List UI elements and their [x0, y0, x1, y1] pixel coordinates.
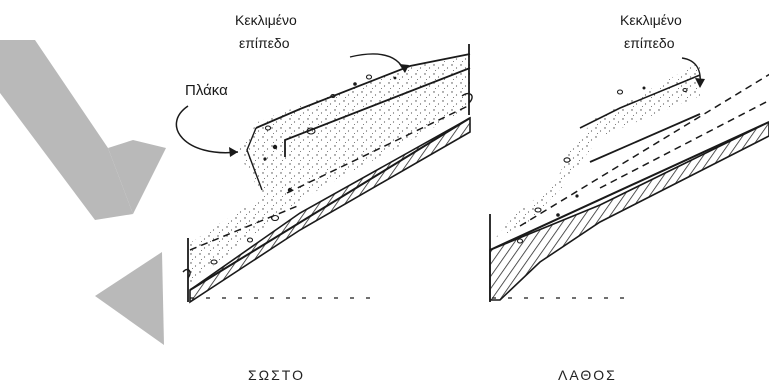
- inclined-plane-label-left-line1: Κεκλιμένο: [235, 12, 297, 28]
- correct-detail-drawing: [175, 44, 473, 304]
- slab-step-line-right: [589, 113, 701, 163]
- inclined-plane-label-right-line2: επίπεδο: [624, 35, 675, 51]
- caption-wrong: ΛΑΘΟΣ: [558, 367, 617, 383]
- slab-leader-arrow: [175, 105, 239, 154]
- inclined-plane-label-left-line2: επίπεδο: [239, 35, 290, 51]
- slab-top-edge-left: [255, 53, 471, 129]
- slab-step-line-left: [284, 67, 471, 157]
- soil-right: [489, 121, 769, 301]
- concrete-slab-left: [187, 56, 470, 285]
- caption-correct: ΣΩΣΤΟ: [248, 367, 305, 383]
- slab-label: Πλάκα: [185, 82, 228, 99]
- letter-y-watermark-icon: [0, 40, 168, 345]
- dashed-line-left-upper: [286, 104, 471, 194]
- dashed-line-right-upper: [519, 73, 769, 227]
- slab-toe-edge-left: [246, 127, 263, 191]
- inclined-leader-left: [349, 53, 406, 73]
- dashed-line-right-lower: [599, 99, 769, 189]
- slab-top-edge-right: [579, 74, 701, 129]
- concrete-slab-right: [492, 62, 700, 242]
- wrong-detail-drawing: [489, 57, 769, 302]
- dashed-line-left-lower: [189, 204, 301, 251]
- inclined-plane-label-right-line1: Κεκλιμένο: [620, 12, 682, 28]
